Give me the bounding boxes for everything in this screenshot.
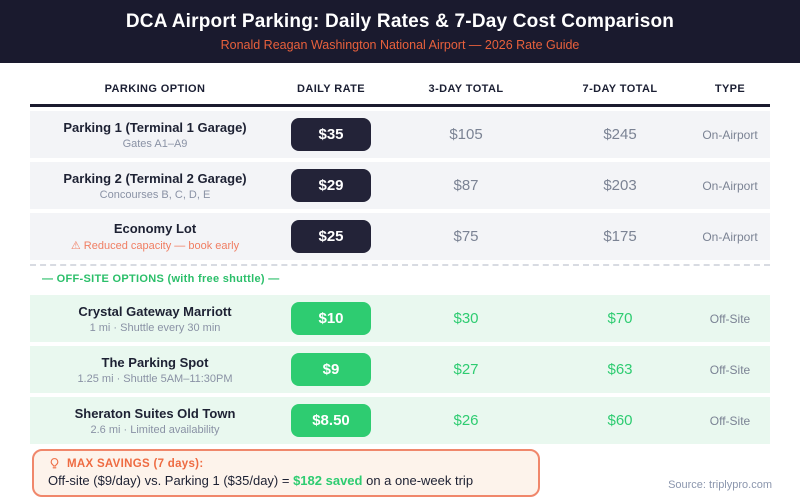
option-cell: Sheraton Suites Old Town 2.6 mi · Limite… — [30, 406, 280, 436]
table-row-the-parking-spot: The Parking Spot 1.25 mi · Shuttle 5AM–1… — [30, 346, 770, 393]
savings-text-prefix: Off-site ($9/day) vs. Parking 1 ($35/day… — [48, 473, 294, 488]
seven-day-total: $245 — [603, 126, 637, 143]
daily-rate-badge: $29 — [291, 169, 371, 202]
daily-rate-badge: $8.50 — [291, 404, 371, 437]
daily-rate-cell: $10 — [280, 302, 382, 335]
seven-day-total: $60 — [607, 412, 633, 429]
option-cell: The Parking Spot 1.25 mi · Shuttle 5AM–1… — [30, 355, 280, 385]
daily-rate-cell: $9 — [280, 353, 382, 386]
option-name: Parking 1 (Terminal 1 Garage) — [63, 119, 247, 135]
daily-rate-cell: $35 — [280, 118, 382, 151]
table-row-sheraton-suites-old-town: Sheraton Suites Old Town 2.6 mi · Limite… — [30, 397, 770, 444]
comparison-table: PARKING OPTION DAILY RATE 3-DAY TOTAL 7-… — [0, 63, 800, 497]
option-name: Parking 2 (Terminal 2 Garage) — [63, 170, 247, 186]
seven-day-total: $175 — [603, 228, 637, 245]
off-site-section-label: — OFF-SITE OPTIONS (with free shuttle) — — [30, 264, 770, 291]
type-label: Off-Site — [709, 413, 751, 428]
option-detail: Concourses B, C, D, E — [99, 188, 211, 201]
daily-rate-badge: $9 — [291, 353, 371, 386]
option-cell: Crystal Gateway Marriott 1 mi · Shuttle … — [30, 304, 280, 334]
option-detail: Gates A1–A9 — [122, 137, 188, 150]
daily-rate-badge: $25 — [291, 220, 371, 253]
header-banner: DCA Airport Parking: Daily Rates & 7-Day… — [0, 0, 800, 63]
option-detail: 1 mi · Shuttle every 30 min — [89, 321, 221, 334]
three-day-total: $30 — [453, 310, 479, 327]
lightbulb-icon — [50, 458, 59, 469]
three-day-total: $75 — [453, 228, 479, 245]
table-row-economy-lot: Economy Lot ⚠ Reduced capacity — book ear… — [30, 213, 770, 260]
page-subtitle: Ronald Reagan Washington National Airpor… — [220, 38, 580, 52]
savings-highlight: $182 saved — [293, 473, 363, 488]
warning-text: Reduced capacity — book early — [83, 240, 240, 252]
three-day-total: $27 — [453, 361, 479, 378]
daily-rate-cell: $29 — [280, 169, 382, 202]
column-header-7-day-total: 7-DAY TOTAL — [582, 83, 658, 95]
source-credit: Source: triplypro.com — [668, 479, 772, 491]
daily-rate-badge: $10 — [291, 302, 371, 335]
option-cell: Parking 2 (Terminal 2 Garage) Concourses… — [30, 171, 280, 201]
savings-text-suffix: on a one-week trip — [362, 473, 474, 488]
seven-day-total: $70 — [607, 310, 633, 327]
option-warning: ⚠ Reduced capacity — book early — [30, 239, 280, 252]
column-header-daily-rate: DAILY RATE — [297, 83, 365, 95]
option-detail: 1.25 mi · Shuttle 5AM–11:30PM — [77, 372, 233, 385]
option-name: Sheraton Suites Old Town — [74, 405, 236, 421]
table-header-row: PARKING OPTION DAILY RATE 3-DAY TOTAL 7-… — [30, 83, 770, 107]
option-name: The Parking Spot — [101, 354, 209, 370]
seven-day-total: $203 — [603, 177, 637, 194]
page-title: DCA Airport Parking: Daily Rates & 7-Day… — [125, 11, 675, 32]
daily-rate-cell: $25 — [280, 220, 382, 253]
option-name: Economy Lot — [113, 221, 197, 236]
option-name: Crystal Gateway Marriott — [78, 303, 232, 319]
savings-title: MAX SAVINGS (7 days): — [67, 457, 204, 470]
type-label: Off-Site — [709, 311, 751, 326]
column-header-3-day-total: 3-DAY TOTAL — [428, 83, 504, 95]
seven-day-total: $63 — [607, 361, 633, 378]
table-row-parking-1: Parking 1 (Terminal 1 Garage) Gates A1–A… — [30, 111, 770, 158]
column-header-parking-option: PARKING OPTION — [104, 83, 206, 95]
type-label: Off-Site — [709, 362, 751, 377]
warning-icon: ⚠ — [70, 240, 81, 252]
three-day-total: $87 — [453, 177, 479, 194]
type-label: On-Airport — [702, 229, 758, 244]
table-row-crystal-gateway-marriott: Crystal Gateway Marriott 1 mi · Shuttle … — [30, 295, 770, 342]
column-header-type: TYPE — [714, 83, 746, 95]
daily-rate-badge: $35 — [291, 118, 371, 151]
savings-title-row: MAX SAVINGS (7 days): — [48, 457, 524, 470]
type-label: On-Airport — [702, 127, 758, 142]
table-row-parking-2: Parking 2 (Terminal 2 Garage) Concourses… — [30, 162, 770, 209]
daily-rate-cell: $8.50 — [280, 404, 382, 437]
max-savings-callout: MAX SAVINGS (7 days): Off-site ($9/day) … — [32, 449, 540, 497]
option-cell: Economy Lot ⚠ Reduced capacity — book ear… — [30, 221, 280, 252]
type-label: On-Airport — [702, 178, 758, 193]
savings-detail: Off-site ($9/day) vs. Parking 1 ($35/day… — [48, 473, 524, 488]
option-cell: Parking 1 (Terminal 1 Garage) Gates A1–A… — [30, 120, 280, 150]
three-day-total: $105 — [449, 126, 483, 143]
three-day-total: $26 — [453, 412, 479, 429]
option-detail: 2.6 mi · Limited availability — [90, 423, 220, 436]
